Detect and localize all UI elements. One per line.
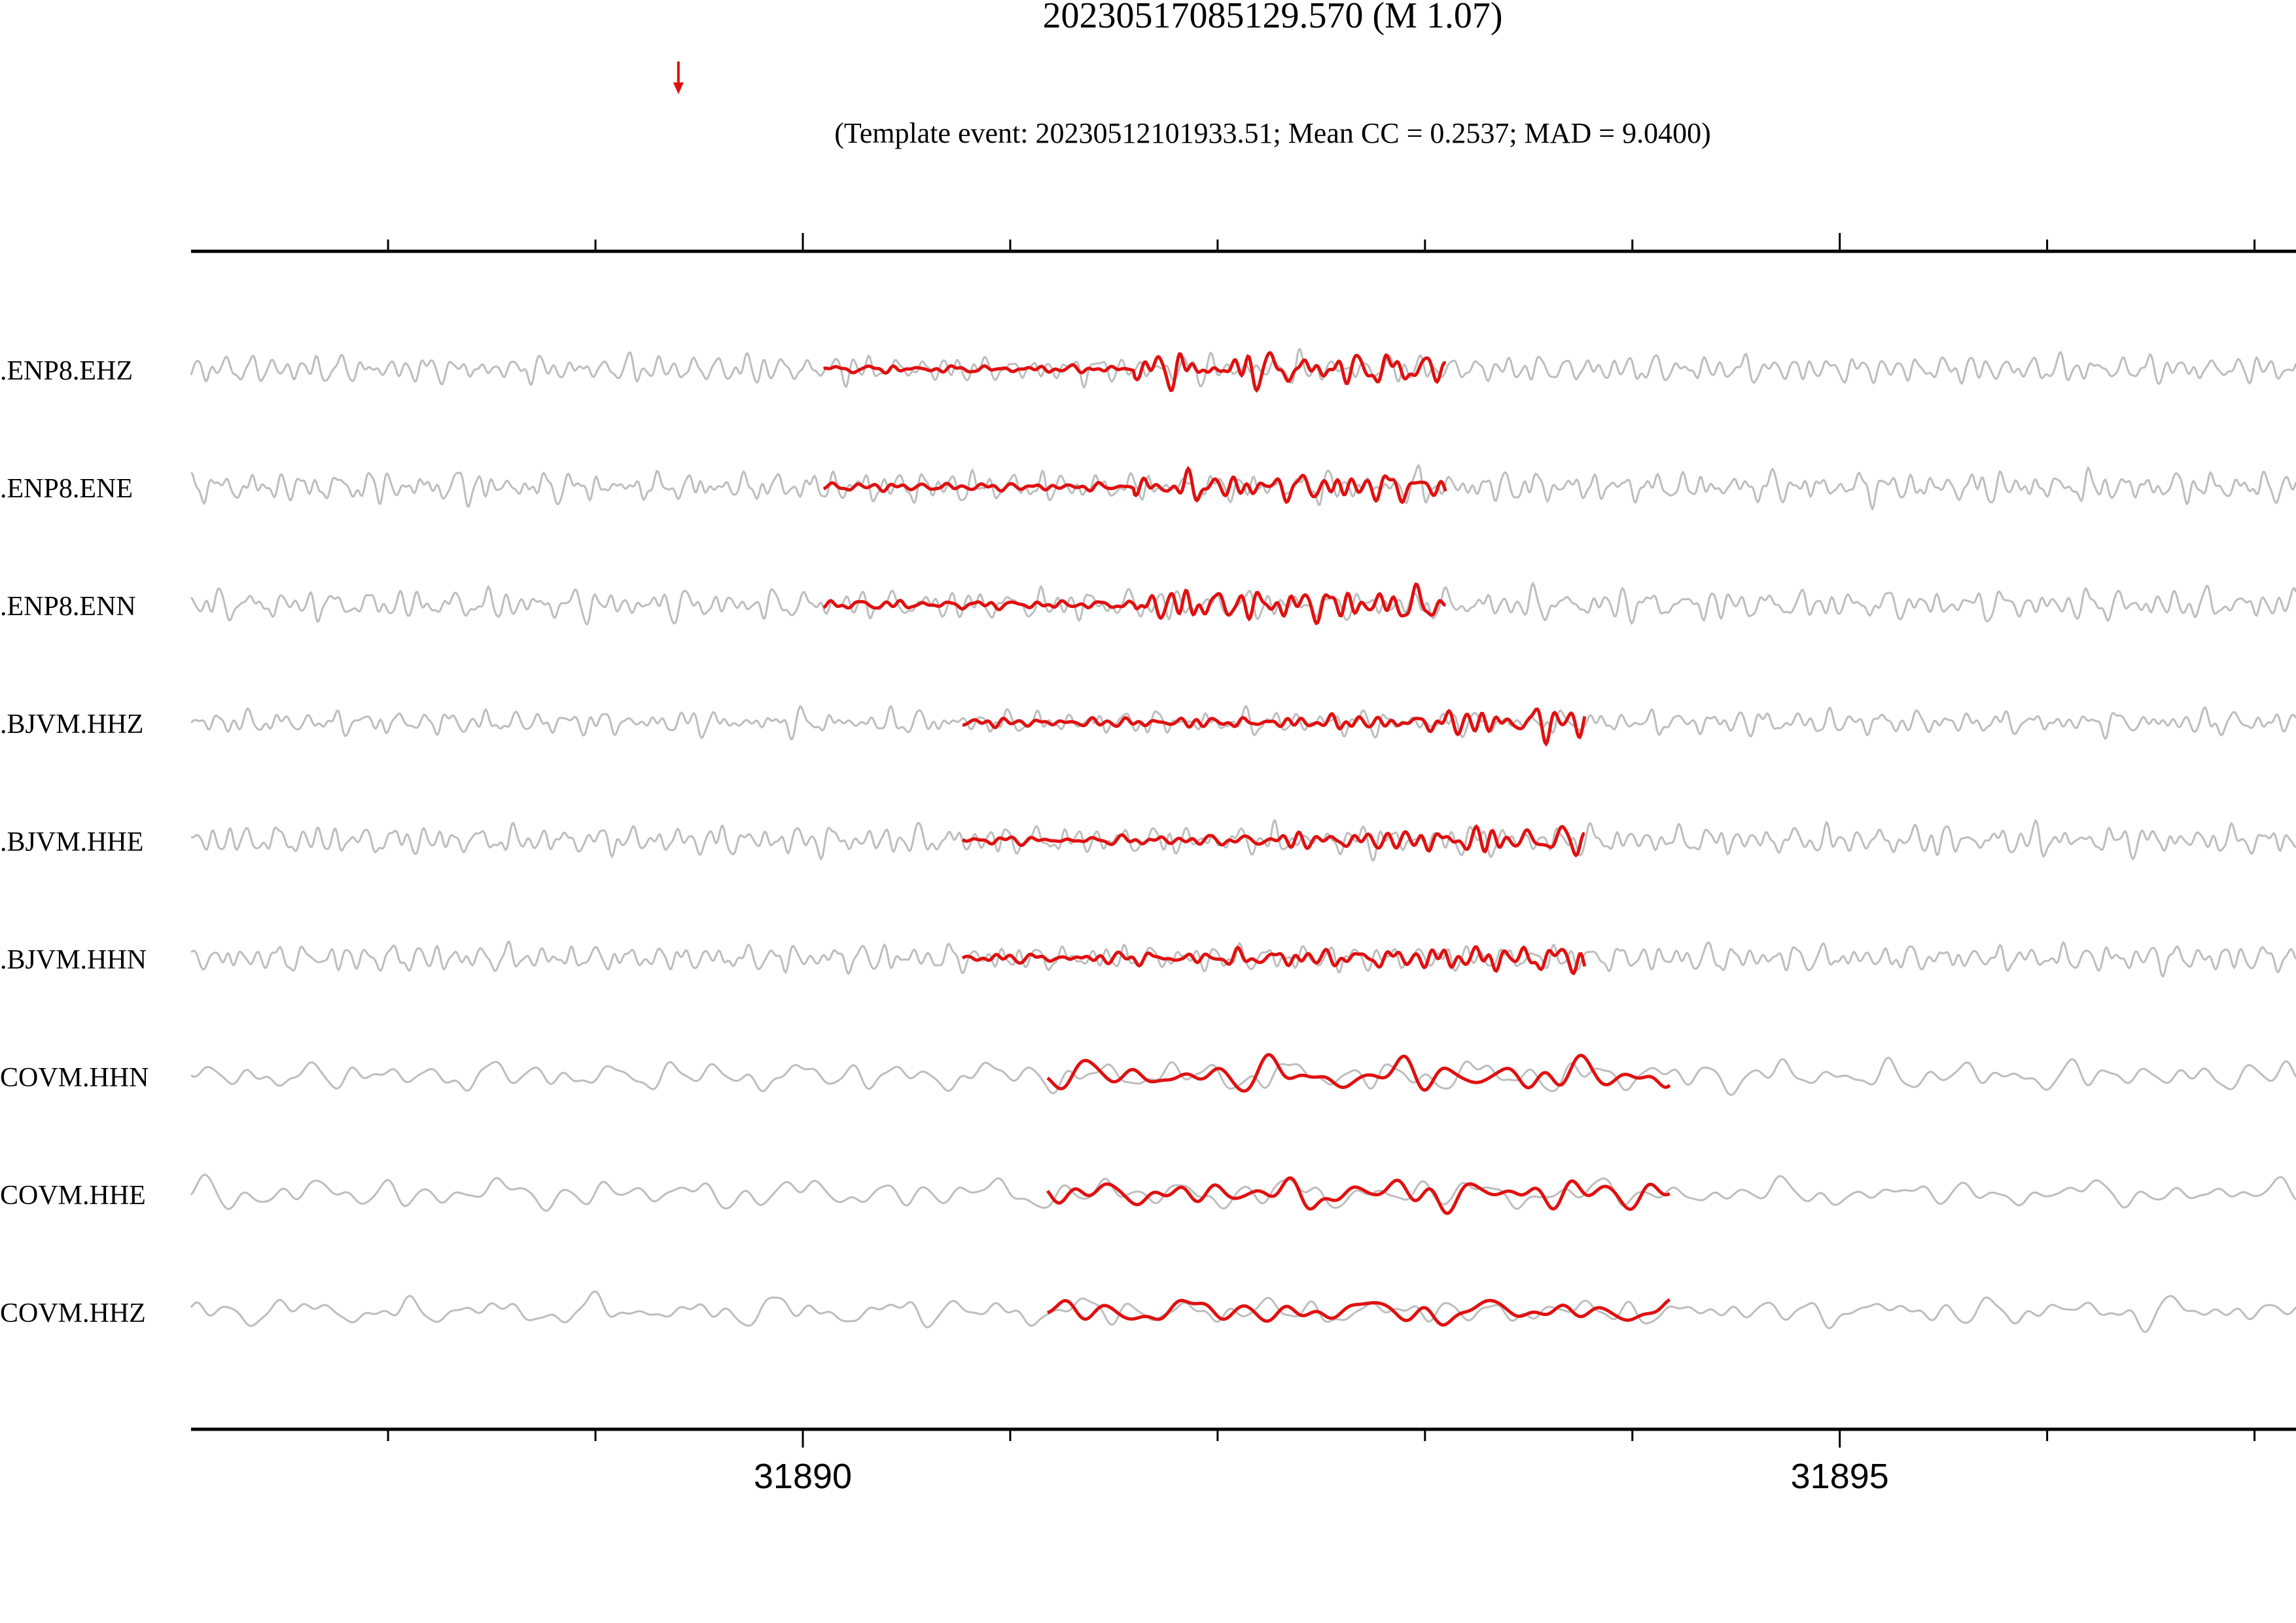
- trace-group: [190, 348, 2296, 1333]
- trace-label: COVM.HHN: [0, 1063, 149, 1093]
- continuous-trace: [190, 819, 2296, 862]
- chart-title: 20230517085129.570 (M 1.07): [1042, 0, 1502, 36]
- template-trace: [1046, 1053, 1671, 1093]
- template-trace: [1046, 1176, 1670, 1215]
- marker-head: [673, 82, 684, 94]
- chart-subtitle: (Template event: 20230512101933.51; Mean…: [834, 117, 1711, 149]
- template-trace: [1047, 1298, 1671, 1327]
- continuous-trace: [190, 1290, 2296, 1333]
- trace-label: .ENP8.EHZ: [0, 356, 133, 386]
- x-tick-label: 31895: [1791, 1457, 1889, 1496]
- detection-marker-arrow-icon: [673, 62, 684, 94]
- trace-label: .BJVM.HHN: [0, 945, 147, 975]
- trace-label: COVM.HHE: [0, 1181, 146, 1211]
- trace-label: COVM.HHZ: [0, 1298, 146, 1329]
- trace-label: .ENP8.ENN: [0, 592, 136, 622]
- template-trace: [963, 707, 1587, 747]
- template-trace: [822, 582, 1446, 626]
- template-trace: [823, 351, 1447, 393]
- continuous-trace: [190, 704, 2296, 741]
- continuous-trace: [190, 940, 2296, 978]
- x-tick-label: 31890: [754, 1457, 852, 1496]
- time-axes: 31890 31895: [191, 233, 2296, 1496]
- continuous-trace: [190, 1056, 2296, 1096]
- template-trace: [961, 824, 1585, 858]
- continuous-trace: [190, 1173, 2296, 1212]
- trace-label: .ENP8.ENE: [0, 474, 133, 504]
- trace-label: .BJVM.HHZ: [0, 709, 143, 740]
- template-trace: [822, 466, 1447, 505]
- trace-label-group: .ENP8.EHZ .ENP8.ENE .ENP8.ENN .BJVM.HHZ .BJV…: [0, 356, 149, 1329]
- template-trace: [961, 945, 1587, 976]
- trace-label: .BJVM.HHE: [0, 827, 143, 857]
